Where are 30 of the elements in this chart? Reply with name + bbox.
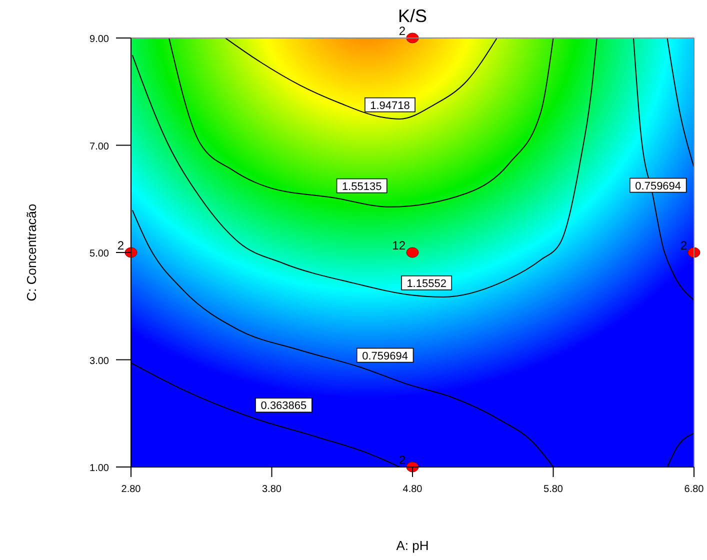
line-series	[224, 38, 498, 120]
series-label: 1.94718	[370, 100, 410, 112]
series-label: 0.759694	[635, 180, 682, 192]
x-tick-label: 6.80	[684, 484, 704, 495]
point	[688, 247, 700, 258]
annotation: 2	[398, 24, 406, 38]
y-tick-label: 9.00	[90, 34, 110, 45]
y-tick-label: 3.00	[90, 356, 110, 367]
x-tick-label: 3.80	[262, 484, 282, 495]
point	[406, 247, 419, 258]
y-tick-label: 5.00	[90, 248, 110, 260]
y-axis-title: C: Concentracão	[24, 204, 39, 302]
annotation: 12	[392, 238, 406, 252]
x-axis-title: A: pH	[396, 538, 429, 553]
annotation: 2	[398, 453, 406, 467]
annotation: 2	[680, 238, 688, 252]
point	[406, 32, 419, 44]
x-tick-label: 4.80	[402, 484, 423, 495]
x-tick-label: 5.80	[544, 484, 564, 495]
chart-title: K/S	[398, 6, 428, 26]
annotation: 2	[117, 238, 124, 252]
line-series	[168, 38, 554, 208]
series-label: 1.15552	[406, 278, 446, 290]
series-label: 1.55135	[342, 180, 382, 193]
y-tick-label: 7.00	[90, 141, 110, 152]
x-tick-label: 2.80	[121, 484, 142, 495]
series-label: 0.363865	[260, 400, 307, 412]
series-label: 0.759694	[362, 350, 408, 362]
y-tick-label: 1.00	[90, 463, 110, 474]
line-series	[632, 38, 694, 301]
